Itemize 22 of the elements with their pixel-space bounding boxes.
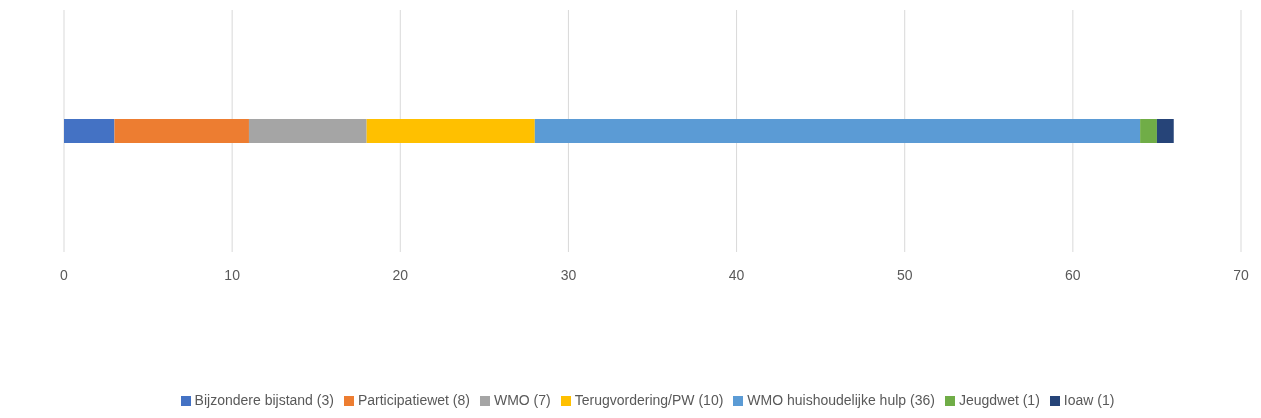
legend-label: WMO huishoudelijke hulp (36) — [747, 392, 935, 408]
bar — [1156, 119, 1174, 143]
x-tick-label: 0 — [60, 266, 69, 283]
bar — [1140, 119, 1157, 143]
bar — [534, 119, 1141, 143]
bar — [248, 119, 367, 143]
x-tick-label: 40 — [728, 266, 745, 283]
legend-label: WMO (7) — [493, 392, 551, 408]
bar — [114, 119, 249, 143]
legend-label: Bijzondere bijstand (3) — [194, 392, 334, 408]
legend-label: Participatiewet (8) — [357, 392, 470, 408]
x-tick-label: 30 — [560, 266, 577, 283]
legend-label: Ioaw (1) — [1063, 392, 1115, 408]
legend-label: Terugvordering/PW (10) — [574, 392, 724, 408]
bar — [64, 119, 115, 143]
bar — [366, 119, 535, 143]
x-tick-label: 50 — [896, 266, 913, 283]
x-tick-label: 70 — [1233, 266, 1249, 283]
x-tick-label: 10 — [224, 266, 241, 283]
x-tick-label: 60 — [1065, 266, 1081, 283]
x-tick-label: 20 — [392, 266, 409, 283]
legend-label: Jeugdwet (1) — [958, 392, 1040, 408]
